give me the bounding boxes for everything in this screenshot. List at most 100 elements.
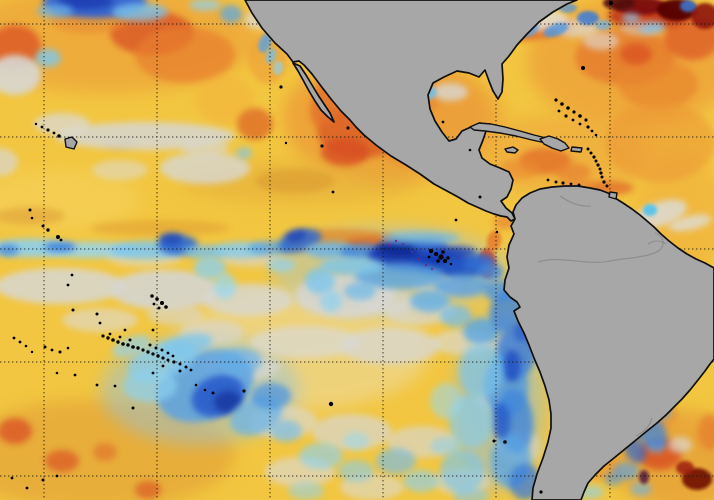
island-dot [442,258,448,264]
neutral-anomaly-blob [181,139,229,157]
island-dot [12,336,16,340]
cool-anomaly-blob [410,290,450,312]
warm-anomaly-blob [255,169,335,193]
warm-anomaly-blob [486,230,502,252]
island-dot [43,345,47,349]
island-dot [121,342,125,346]
island-dot [56,235,60,239]
island-dot [189,368,193,372]
island-hawaii-big [64,136,78,150]
cool-anomaly-blob [430,383,462,419]
cool-anomaly-blob [338,460,374,482]
island-dot [123,328,127,332]
island-dot [73,373,77,377]
island-dot [436,259,440,263]
island-dot [178,369,182,373]
purple-contour-layer [387,239,434,271]
island-dot [146,350,150,354]
cool-anomaly-blob [299,443,343,469]
island-dot [599,171,603,175]
island-dot [106,336,110,340]
island-dot [594,133,598,137]
cool-anomaly-blob [218,348,262,374]
island-dot [586,147,590,151]
cool-anomaly-blob [503,350,521,382]
island-dot [178,362,182,366]
neutral-anomaly-blob [312,414,392,450]
cool-anomaly-blob [123,370,177,402]
island-dot [161,364,165,368]
island-dot [108,332,112,336]
island-dot [566,106,570,110]
purple-contour-mark [430,267,434,271]
neutral-anomaly-blob [668,437,692,453]
island-dot [161,356,165,360]
cool-anomaly-blob [595,20,611,30]
cool-anomaly-blob [680,0,696,12]
neutral-anomaly-blob [432,83,468,101]
island-dot [554,98,558,102]
island-dot [131,345,135,349]
island-dot [172,360,176,364]
warm-anomaly-blob [698,414,714,450]
island-dot [118,335,122,339]
island-dot [242,389,246,393]
island-dot [24,344,28,348]
warm-anomaly-blob [195,75,255,125]
island-dot [57,134,61,138]
island-dot [592,155,596,159]
island-jamaica [504,146,519,154]
purple-contour-mark [411,251,413,253]
island-dot [113,384,117,388]
island-dot [503,440,507,444]
cool-anomaly-blob [0,244,19,256]
cool-anomaly-blob [35,49,61,67]
purple-contour-mark [387,243,391,247]
cool-anomaly-blob [288,482,324,500]
island-dot [166,358,170,362]
island-dot [589,151,593,155]
island-dot [151,352,155,356]
river-line [654,232,664,251]
neutral-anomaly-blob [160,152,250,184]
island-dot [468,148,472,152]
island-dot [55,474,59,478]
island-dot [320,144,324,148]
island-dot [160,301,164,305]
cool-anomaly-blob [194,257,226,279]
neutral-anomaly-blob [62,308,138,332]
island-dot [41,478,45,482]
cool-anomaly-blob [159,233,183,245]
island-dot [18,340,22,344]
island-dot [569,182,573,186]
warm-anomaly-blob [691,3,714,29]
river-line [647,240,667,245]
cool-anomaly-blob [343,432,369,450]
island-dot [98,321,102,325]
island-dot [52,131,56,135]
cool-anomaly-blob [214,391,242,413]
purple-contour-mark [417,257,421,261]
island-dot [492,439,496,443]
island-dot [449,262,453,266]
land-north-america [244,0,578,222]
cool-anomaly-blob [376,448,416,474]
island-dot [586,125,590,129]
island-dot [605,184,609,188]
river-layer [537,195,667,437]
cool-anomaly-blob [265,48,277,64]
neutral-anomaly-blob [0,148,18,176]
island-dot [66,346,70,350]
cool-anomaly-blob [459,344,503,398]
cool-anomaly-blob [543,22,569,38]
island-dot [136,346,140,350]
island-dot [164,305,168,309]
warm-anomaly-blob [135,481,161,499]
island-dot [151,328,155,332]
cool-anomaly-blob [320,257,384,275]
warm-anomaly-blob [321,138,369,166]
island-dot [596,163,600,167]
cool-anomaly-blob [220,5,242,23]
warm-anomaly-blob [618,59,698,109]
